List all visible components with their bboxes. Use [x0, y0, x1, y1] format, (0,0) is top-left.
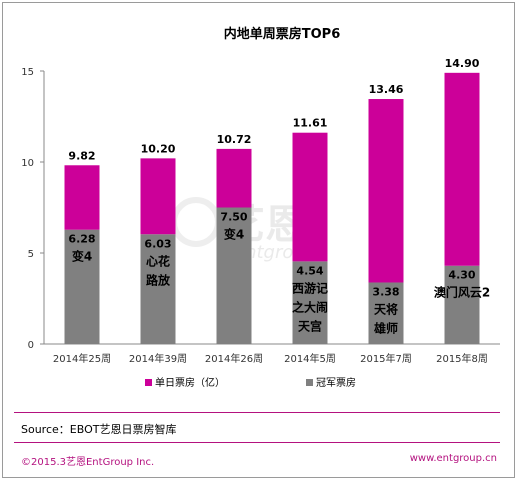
y-tick-label-3: 15 — [21, 67, 34, 78]
film-name-0-0: 变4 — [72, 249, 92, 264]
bar-daily-0 — [64, 165, 100, 230]
chart-title: 内地单周票房TOP6 — [224, 26, 341, 42]
total-label-2: 10.72 — [217, 133, 252, 146]
champion-label-3: 4.54 — [296, 264, 323, 277]
y-tick-label-0: 0 — [28, 340, 34, 351]
legend-label-daily: 单日票房（亿） — [155, 376, 225, 389]
divider-top — [14, 412, 500, 413]
bar-champion-2 — [216, 207, 252, 344]
bar-champion-3 — [292, 261, 328, 344]
bar-daily-3 — [292, 132, 328, 262]
total-label-5: 14.90 — [445, 57, 480, 70]
film-name-3-1: 之大闹 — [292, 299, 328, 314]
film-name-5-0: 澳门风云2 — [434, 285, 490, 300]
total-label-1: 10.20 — [141, 142, 176, 155]
legend-swatch-champion — [306, 379, 313, 386]
film-name-1-1: 路放 — [146, 272, 171, 287]
bar-daily-4 — [368, 99, 404, 283]
champion-label-2: 7.50 — [220, 211, 247, 224]
bar-champion-4 — [368, 282, 404, 344]
chart-svg: 内地单周票房TOP6艺恩entgroup0510159.826.28变42014… — [21, 26, 500, 389]
watermark-logo — [171, 197, 221, 247]
bar-champion-1 — [140, 234, 176, 344]
y-tick-label-2: 10 — [21, 158, 34, 169]
film-name-1-0: 心花 — [146, 253, 170, 268]
champion-label-4: 3.38 — [372, 285, 399, 298]
website-link[interactable]: www.entgroup.cn — [409, 453, 497, 464]
y-tick-label-1: 5 — [28, 249, 34, 260]
total-label-3: 11.61 — [293, 117, 328, 130]
bar-champion-0 — [64, 229, 100, 344]
legend-label-champion: 冠军票房 — [316, 376, 356, 389]
bar-daily-5 — [444, 72, 480, 266]
x-tick-label-1: 2014年39周 — [129, 352, 187, 365]
source-note: Source：EBOT艺恩日票房智库 — [21, 423, 177, 436]
film-name-2-0: 变4 — [224, 227, 244, 242]
champion-label-0: 6.28 — [68, 233, 95, 246]
x-tick-label-0: 2014年25周 — [53, 352, 111, 365]
total-label-4: 13.46 — [369, 83, 404, 96]
bar-daily-1 — [140, 158, 176, 235]
champion-label-1: 6.03 — [144, 237, 171, 250]
bar-daily-2 — [216, 148, 252, 208]
film-name-3-0: 西游记 — [292, 280, 328, 295]
x-tick-label-5: 2015年8周 — [436, 352, 488, 365]
bar-champion-5 — [444, 265, 480, 344]
champion-label-5: 4.30 — [448, 269, 475, 282]
total-label-0: 9.82 — [68, 149, 95, 162]
divider-bottom — [14, 442, 500, 443]
copyright-text: ©2015.3艺恩EntGroup Inc. — [21, 457, 155, 468]
x-tick-label-4: 2015年7周 — [360, 352, 412, 365]
film-name-4-0: 天将 — [374, 301, 398, 316]
x-tick-label-3: 2014年5周 — [284, 352, 336, 365]
legend-swatch-daily — [145, 379, 152, 386]
x-tick-label-2: 2014年26周 — [205, 352, 263, 365]
film-name-4-1: 雄师 — [373, 320, 398, 335]
film-name-3-2: 天宫 — [298, 318, 322, 333]
